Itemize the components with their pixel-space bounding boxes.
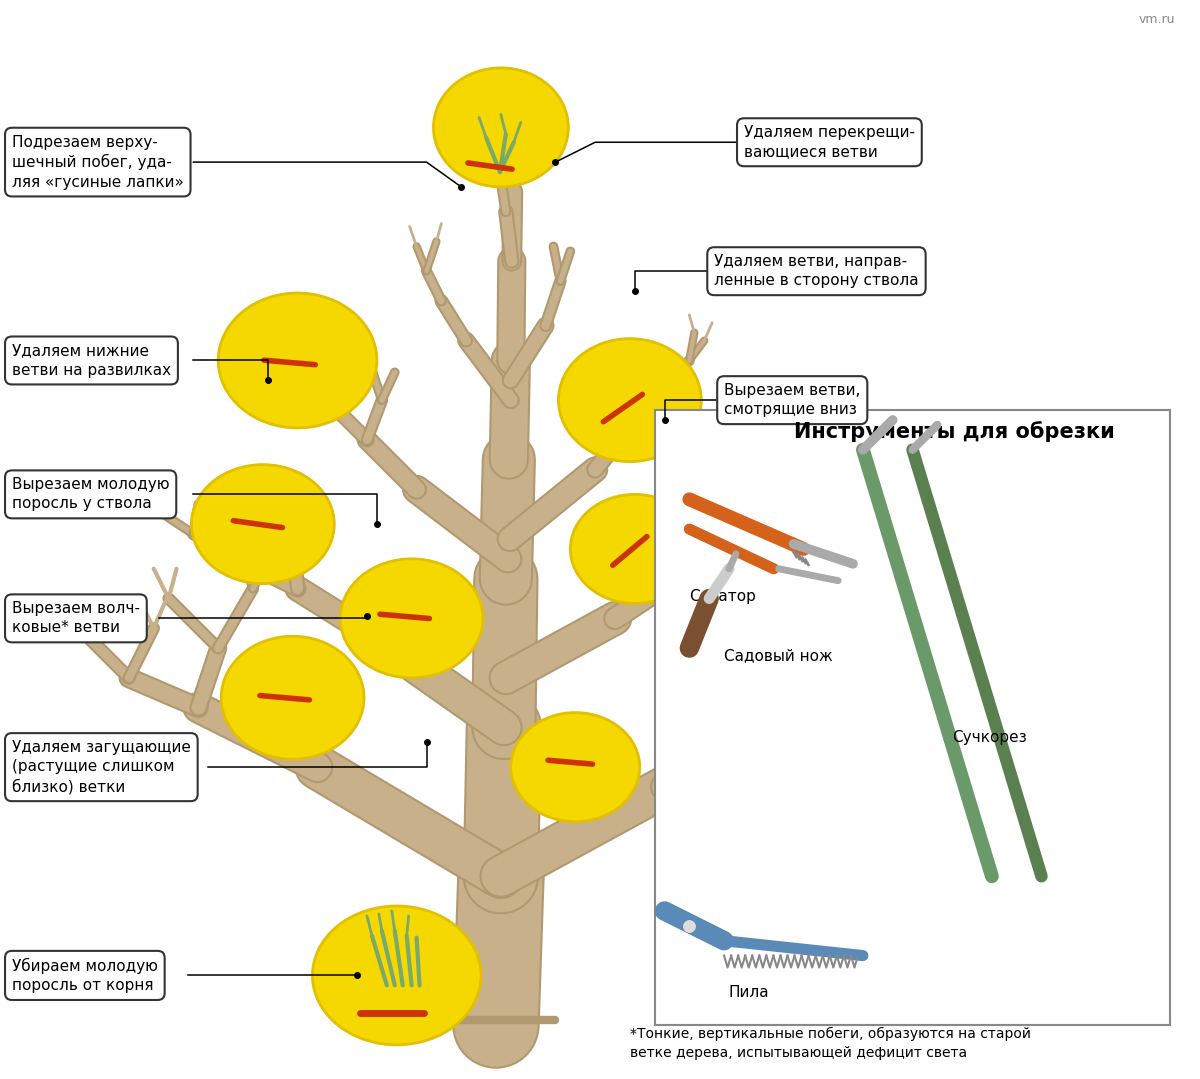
Ellipse shape — [558, 339, 701, 462]
Ellipse shape — [511, 712, 640, 822]
Text: Вырезаем волч-
ковые* ветви: Вырезаем волч- ковые* ветви — [12, 601, 140, 636]
Ellipse shape — [312, 906, 481, 1044]
Text: Вырезаем ветви,
смотрящие вниз: Вырезаем ветви, смотрящие вниз — [724, 383, 860, 418]
Text: Пила: Пила — [728, 985, 769, 1000]
Ellipse shape — [433, 68, 569, 187]
Ellipse shape — [218, 293, 377, 428]
Text: Удаляем нижние
ветви на развилках: Удаляем нижние ветви на развилках — [12, 343, 172, 378]
Text: Вырезаем молодую
поросль у ствола: Вырезаем молодую поросль у ствола — [12, 477, 169, 511]
Text: *Тонкие, вертикальные побеги, образуются на старой
ветке дерева, испытывающей де: *Тонкие, вертикальные побеги, образуются… — [630, 1027, 1031, 1060]
Text: Подрезаем верху-
шечный побег, уда-
ляя «гусиные лапки»: Подрезаем верху- шечный побег, уда- ляя … — [12, 135, 184, 190]
Text: Убираем молодую
поросль от корня: Убираем молодую поросль от корня — [12, 958, 157, 993]
Text: vm.ru: vm.ru — [1139, 13, 1175, 26]
Ellipse shape — [192, 465, 335, 584]
Text: Садовый нож: Садовый нож — [724, 648, 833, 664]
Text: Сучкорез: Сучкорез — [953, 729, 1027, 745]
Ellipse shape — [341, 559, 484, 678]
Ellipse shape — [221, 637, 364, 760]
Text: Удаляем загущающие
(растущие слишком
близко) ветки: Удаляем загущающие (растущие слишком бли… — [12, 740, 191, 794]
Text: Удаляем перекрещи-
вающиеся ветви: Удаляем перекрещи- вающиеся ветви — [744, 125, 914, 160]
Text: Удаляем ветви, направ-
ленные в сторону ствола: Удаляем ветви, направ- ленные в сторону … — [714, 254, 919, 288]
Ellipse shape — [570, 494, 700, 603]
FancyBboxPatch shape — [655, 410, 1170, 1025]
Text: Секатор: Секатор — [689, 589, 756, 603]
Text: Инструменты для обрезки: Инструменты для обрезки — [793, 422, 1115, 442]
